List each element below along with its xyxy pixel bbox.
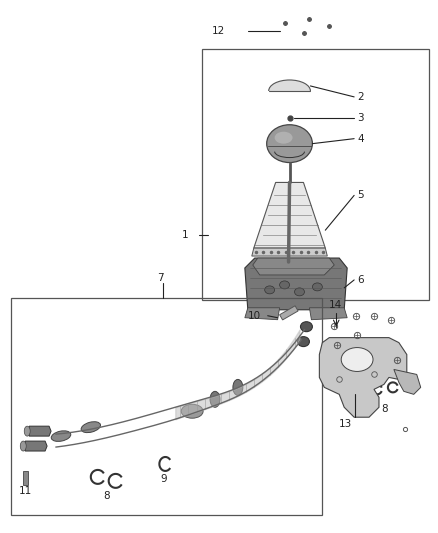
Ellipse shape	[294, 288, 304, 296]
Text: 1: 1	[182, 230, 189, 240]
Text: 8: 8	[104, 491, 110, 501]
Text: 8: 8	[381, 404, 388, 414]
Bar	[202, 49, 429, 300]
Polygon shape	[254, 182, 325, 248]
Polygon shape	[29, 426, 51, 436]
Text: 4: 4	[357, 134, 364, 144]
Text: 10: 10	[248, 311, 261, 321]
Ellipse shape	[275, 132, 293, 144]
Polygon shape	[394, 369, 421, 394]
Polygon shape	[245, 258, 347, 310]
Text: 12: 12	[212, 26, 225, 36]
Polygon shape	[252, 248, 327, 256]
Polygon shape	[253, 258, 334, 275]
Ellipse shape	[341, 348, 373, 372]
Ellipse shape	[51, 431, 71, 441]
Polygon shape	[309, 308, 347, 320]
Text: 3: 3	[357, 113, 364, 123]
Bar	[23, 471, 28, 485]
Text: 13: 13	[339, 419, 353, 429]
Bar	[265, 91, 314, 106]
Polygon shape	[25, 441, 47, 451]
Polygon shape	[319, 337, 407, 417]
Text: 6: 6	[357, 275, 364, 285]
Ellipse shape	[265, 286, 275, 294]
Ellipse shape	[267, 125, 312, 163]
Text: 14: 14	[329, 300, 343, 310]
Ellipse shape	[268, 80, 311, 102]
Ellipse shape	[20, 441, 26, 451]
Ellipse shape	[297, 337, 309, 346]
Ellipse shape	[233, 379, 243, 395]
Text: 7: 7	[157, 273, 164, 283]
Ellipse shape	[81, 422, 100, 433]
Ellipse shape	[210, 391, 220, 407]
Text: 9: 9	[160, 474, 167, 484]
Bar	[11, 298, 322, 515]
Polygon shape	[245, 308, 279, 320]
Ellipse shape	[300, 322, 312, 332]
Text: 5: 5	[357, 190, 364, 200]
Ellipse shape	[24, 426, 30, 436]
Ellipse shape	[279, 281, 290, 289]
Ellipse shape	[312, 283, 322, 291]
Bar	[279, 306, 298, 320]
Text: 2: 2	[357, 92, 364, 102]
Text: 11: 11	[19, 486, 32, 496]
Ellipse shape	[181, 404, 203, 418]
